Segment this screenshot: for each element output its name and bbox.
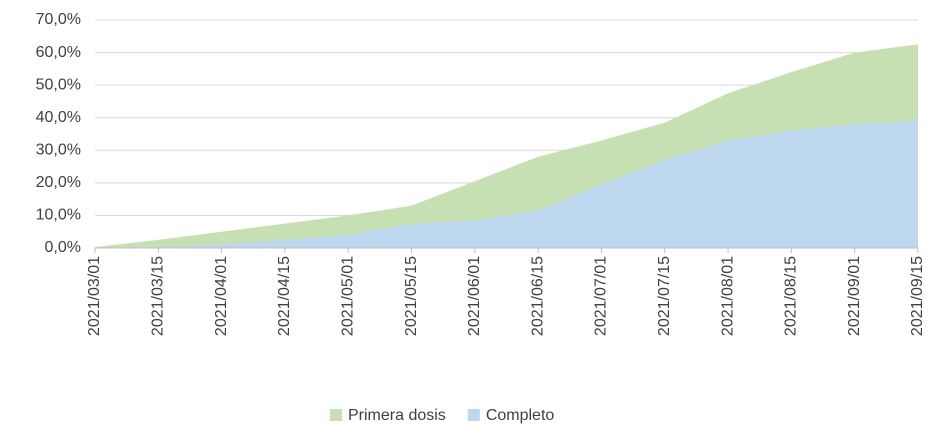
legend-label: Primera dosis (348, 407, 446, 424)
x-tick-label: 2021/04/15 (276, 256, 293, 336)
x-tick-label: 2021/09/15 (909, 256, 926, 336)
x-tick-label: 2021/09/01 (846, 256, 863, 336)
x-tick-label: 2021/07/15 (656, 256, 673, 336)
x-tick-label: 2021/05/15 (403, 256, 420, 336)
x-tick-label: 2021/03/15 (150, 256, 167, 336)
y-tick-label: 0,0% (45, 239, 81, 256)
legend-label: Completo (486, 407, 555, 424)
x-tick-label: 2021/06/01 (466, 256, 483, 336)
y-tick-label: 20,0% (36, 174, 81, 191)
x-tick-label: 2021/04/01 (213, 256, 230, 336)
x-tick-label: 2021/06/15 (529, 256, 546, 336)
area (95, 120, 918, 248)
y-tick-label: 10,0% (36, 207, 81, 224)
y-tick-label: 60,0% (36, 44, 81, 61)
legend-swatch (467, 409, 480, 421)
x-tick-label: 2021/03/01 (86, 256, 103, 336)
legend-swatch (330, 409, 342, 421)
x-tick-label: 2021/05/01 (339, 256, 356, 336)
x-tick-label: 2021/08/15 (783, 256, 800, 336)
y-tick-label: 40,0% (36, 109, 81, 126)
y-tick-label: 30,0% (36, 142, 81, 159)
x-tick-label: 2021/08/01 (719, 256, 736, 336)
y-tick-label: 50,0% (36, 76, 81, 93)
y-tick-label: 70,0% (36, 11, 81, 28)
x-tick-label: 2021/07/01 (593, 256, 610, 336)
